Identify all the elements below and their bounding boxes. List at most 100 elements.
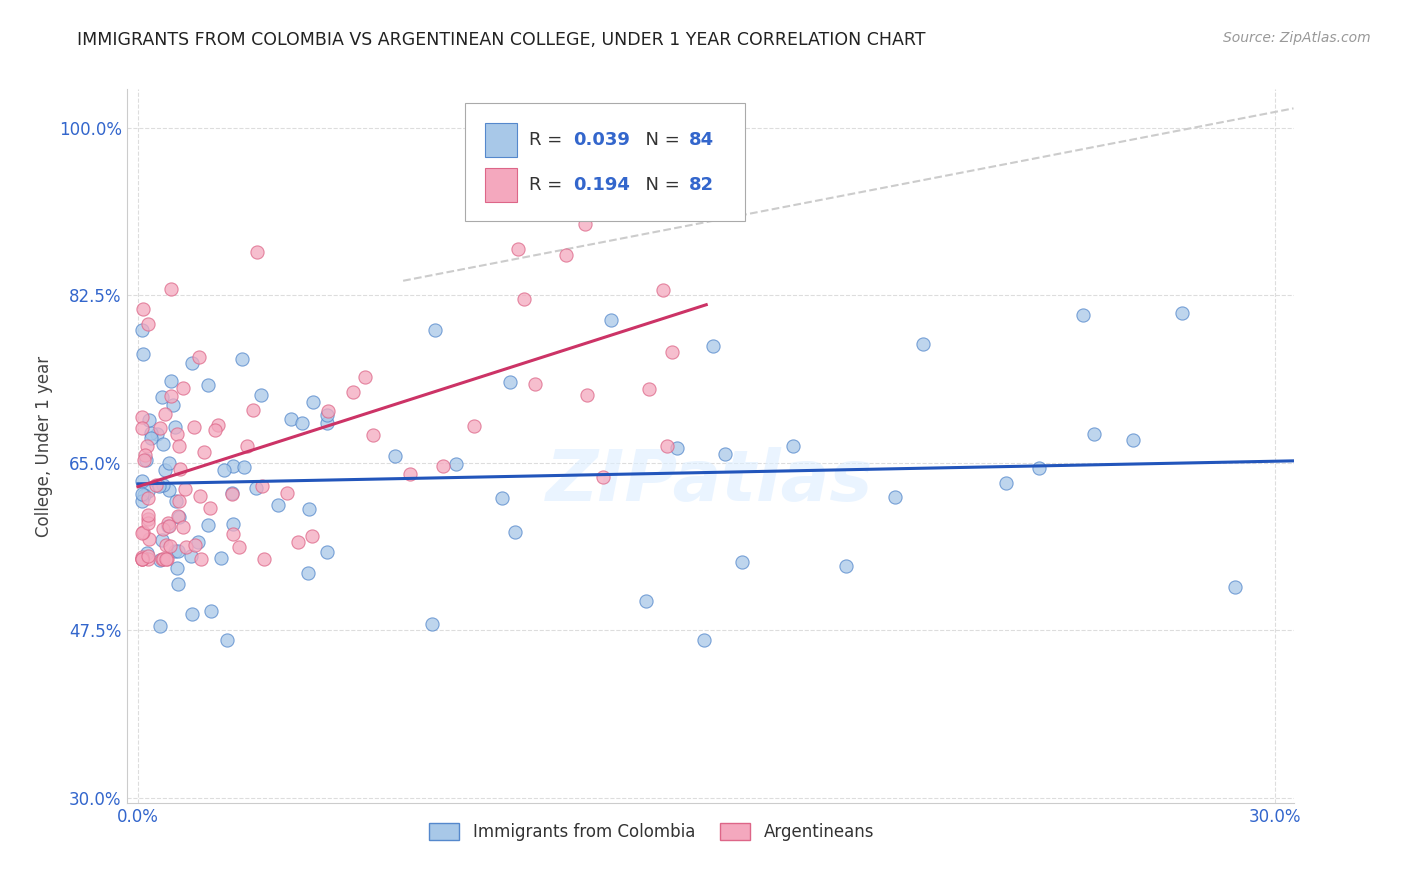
Point xyxy=(232,459,254,474)
Point xyxy=(702,339,724,353)
Point xyxy=(190,551,212,566)
Text: 84: 84 xyxy=(689,131,714,149)
Point xyxy=(835,558,858,573)
Point xyxy=(134,448,156,462)
Point xyxy=(209,550,232,565)
Point xyxy=(291,416,314,430)
Point xyxy=(131,549,153,564)
Point xyxy=(250,388,273,402)
Point xyxy=(150,551,173,566)
Point xyxy=(157,457,180,471)
Text: N =: N = xyxy=(634,176,686,194)
Point xyxy=(1170,306,1192,320)
Point xyxy=(136,484,159,499)
Legend: Immigrants from Colombia, Argentineans: Immigrants from Colombia, Argentineans xyxy=(423,816,880,848)
Point xyxy=(136,318,159,332)
Point xyxy=(714,447,737,461)
Point xyxy=(245,481,267,495)
Bar xyxy=(485,123,517,157)
Point xyxy=(152,436,174,450)
Point xyxy=(132,301,155,316)
Point xyxy=(152,551,174,566)
Point xyxy=(636,594,658,608)
Point xyxy=(131,323,153,337)
Point xyxy=(166,577,188,591)
Point xyxy=(661,345,683,359)
Point xyxy=(693,632,716,647)
Point xyxy=(197,378,219,392)
Point xyxy=(166,426,188,441)
Point xyxy=(301,529,323,543)
Point xyxy=(148,479,170,493)
Point xyxy=(135,439,157,453)
Point xyxy=(139,431,162,445)
Point xyxy=(139,425,162,440)
Point xyxy=(167,439,190,453)
Point xyxy=(131,551,153,566)
Point xyxy=(231,352,253,367)
Point xyxy=(228,540,250,554)
Point xyxy=(655,439,678,453)
Point xyxy=(136,512,159,526)
Point xyxy=(302,395,325,409)
Point xyxy=(188,490,211,504)
Point xyxy=(423,322,446,336)
Point xyxy=(499,376,522,390)
Point xyxy=(576,387,599,401)
Point xyxy=(995,475,1018,490)
Point xyxy=(152,477,174,491)
Point xyxy=(638,382,661,396)
Point xyxy=(131,421,153,435)
Point xyxy=(136,491,159,506)
Point xyxy=(316,545,339,559)
Point xyxy=(207,418,229,433)
Point xyxy=(513,293,536,307)
Point xyxy=(491,491,513,505)
Point xyxy=(159,281,181,295)
Point xyxy=(157,519,180,533)
Point xyxy=(316,403,339,417)
Point xyxy=(150,391,173,405)
Point xyxy=(246,244,269,259)
Point xyxy=(153,407,176,421)
Point xyxy=(342,384,364,399)
Point xyxy=(155,538,177,552)
Point xyxy=(131,494,153,508)
Point xyxy=(149,552,172,566)
Point xyxy=(160,389,183,403)
Point xyxy=(297,566,319,580)
Point xyxy=(131,487,153,501)
Point xyxy=(782,439,804,453)
Point xyxy=(523,377,546,392)
Point xyxy=(204,423,226,437)
Y-axis label: College, Under 1 year: College, Under 1 year xyxy=(35,355,53,537)
Point xyxy=(145,477,167,491)
Point xyxy=(131,551,153,566)
Point xyxy=(134,453,156,467)
Point xyxy=(599,312,621,326)
Point xyxy=(522,160,544,174)
Point xyxy=(180,607,202,621)
Point xyxy=(169,462,191,476)
Point xyxy=(160,375,183,389)
Point xyxy=(574,217,596,231)
Point xyxy=(912,337,935,351)
Point xyxy=(463,419,485,434)
Point xyxy=(276,486,298,500)
Text: 0.039: 0.039 xyxy=(574,131,630,149)
Point xyxy=(153,463,176,477)
Point xyxy=(136,516,159,531)
Point xyxy=(193,445,215,459)
Point xyxy=(136,549,159,564)
Point xyxy=(135,453,157,467)
Point xyxy=(172,520,194,534)
Point xyxy=(156,518,179,533)
Point xyxy=(149,618,172,632)
Point xyxy=(165,544,187,558)
Point xyxy=(152,522,174,536)
Point xyxy=(187,535,209,549)
Text: R =: R = xyxy=(529,131,568,149)
Point xyxy=(131,551,153,566)
Point xyxy=(138,551,160,566)
Point xyxy=(503,525,526,540)
